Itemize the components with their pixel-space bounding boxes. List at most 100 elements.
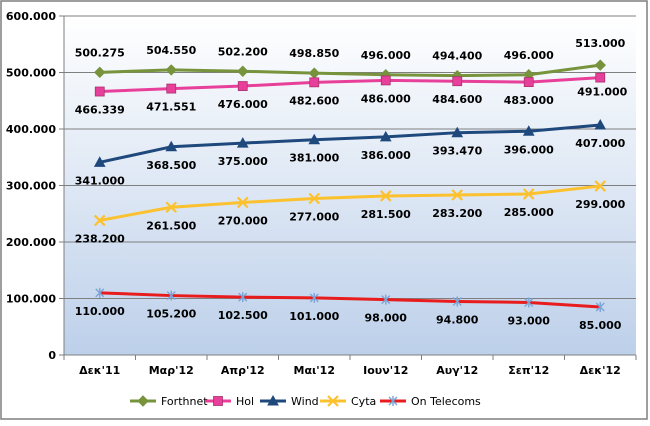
data-label: 299.000 bbox=[575, 198, 625, 211]
data-point bbox=[379, 130, 392, 142]
data-label: 491.000 bbox=[577, 86, 627, 99]
data-labels: 500.275 504.550 502.200 498.850 496.000 494.4… bbox=[75, 37, 628, 332]
data-point bbox=[309, 292, 319, 303]
data-label: 261.500 bbox=[146, 219, 196, 232]
data-point bbox=[595, 301, 605, 312]
data-label: 502.200 bbox=[218, 45, 268, 58]
x-tick-label: Ιουν'12 bbox=[363, 364, 408, 377]
legend-label: Wind bbox=[291, 395, 319, 408]
data-point bbox=[165, 64, 177, 76]
data-point bbox=[381, 294, 391, 305]
data-label: 496.000 bbox=[361, 49, 411, 62]
y-tick-label: 400.000 bbox=[6, 123, 56, 136]
series-line bbox=[99, 123, 601, 164]
data-point bbox=[95, 287, 105, 298]
data-label: 500.275 bbox=[75, 46, 125, 59]
data-label: 476.000 bbox=[218, 98, 268, 111]
data-label: 101.000 bbox=[289, 310, 339, 323]
data-label: 105.200 bbox=[146, 308, 196, 321]
data-point bbox=[379, 190, 392, 202]
data-point bbox=[452, 76, 463, 87]
series bbox=[93, 59, 607, 312]
legend-item: Forthnet bbox=[130, 395, 208, 408]
series-hol bbox=[94, 72, 606, 97]
data-label: 381.000 bbox=[289, 152, 339, 165]
data-label: 270.000 bbox=[218, 214, 268, 227]
data-label: 498.850 bbox=[289, 47, 339, 60]
data-label: 85.000 bbox=[579, 319, 622, 332]
legend-item: Wind bbox=[260, 394, 319, 408]
data-point bbox=[451, 126, 464, 138]
legend-label: Cyta bbox=[351, 395, 376, 408]
legend-item: On Telecoms bbox=[380, 395, 481, 408]
data-point bbox=[236, 137, 249, 148]
data-label: 513.000 bbox=[575, 37, 625, 50]
data-label: 393.470 bbox=[432, 145, 482, 158]
data-point bbox=[93, 214, 106, 227]
data-point bbox=[451, 189, 464, 201]
data-label: 494.400 bbox=[432, 50, 482, 63]
series-line bbox=[99, 63, 601, 78]
data-label: 407.000 bbox=[575, 137, 625, 150]
data-point bbox=[238, 292, 248, 303]
y-tick-label: 100.000 bbox=[6, 293, 56, 306]
legend-label: On Telecoms bbox=[411, 395, 481, 408]
data-point bbox=[93, 156, 106, 167]
data-label: 93.000 bbox=[508, 314, 551, 327]
data-point bbox=[522, 188, 535, 200]
series-cyta bbox=[93, 180, 607, 227]
data-point bbox=[594, 119, 607, 130]
series-on-telecoms bbox=[95, 287, 605, 312]
data-point bbox=[523, 77, 534, 88]
data-point bbox=[308, 192, 321, 205]
y-tick-label: 600.000 bbox=[6, 10, 56, 23]
data-point bbox=[165, 140, 178, 152]
data-label: 285.000 bbox=[504, 206, 554, 219]
data-point bbox=[452, 296, 462, 307]
data-point bbox=[166, 290, 176, 301]
x-axis-ticks: Δεκ'11 Μαρ'12 Απρ'12 Μαι'12 Ιουν'12 Αυγ'12 Σεπ… bbox=[79, 364, 621, 377]
x-tick-label: Δεκ'11 bbox=[79, 364, 120, 377]
y-axis-ticks: 0 100.000 200.000 300.000 400.000 500.000 600.… bbox=[6, 10, 56, 362]
data-point bbox=[237, 81, 248, 91]
y-tick-label: 0 bbox=[48, 349, 56, 362]
data-point bbox=[594, 180, 607, 192]
data-label: 281.500 bbox=[361, 208, 411, 221]
series-line bbox=[99, 184, 601, 222]
data-label: 277.000 bbox=[289, 210, 339, 223]
data-point bbox=[94, 86, 105, 97]
data-label: 496.000 bbox=[504, 49, 554, 62]
data-point bbox=[236, 196, 249, 209]
legend-marker bbox=[137, 395, 149, 407]
series-line bbox=[99, 291, 601, 309]
series-wind bbox=[93, 119, 607, 167]
data-label: 486.000 bbox=[361, 92, 411, 105]
legend-marker bbox=[267, 394, 279, 406]
data-label: 484.600 bbox=[432, 93, 482, 106]
y-tick-label: 500.000 bbox=[6, 67, 56, 80]
data-point bbox=[380, 75, 391, 86]
data-label: 368.500 bbox=[146, 159, 196, 172]
y-tick-label: 200.000 bbox=[6, 236, 56, 249]
x-tick-label: Απρ'12 bbox=[221, 364, 265, 377]
data-label: 471.551 bbox=[146, 101, 196, 114]
data-label: 98.000 bbox=[365, 312, 408, 325]
data-point bbox=[308, 133, 321, 145]
legend-marker bbox=[213, 396, 223, 406]
data-label: 283.200 bbox=[432, 207, 482, 220]
data-label: 504.550 bbox=[146, 44, 196, 57]
y-tick-label: 300.000 bbox=[6, 180, 56, 193]
legend-item: Cyta bbox=[320, 395, 376, 408]
data-point bbox=[522, 125, 535, 136]
legend-label: Hol bbox=[236, 395, 254, 408]
data-label: 386.000 bbox=[361, 149, 411, 162]
data-label: 466.339 bbox=[75, 104, 125, 117]
data-point bbox=[94, 66, 106, 79]
legend-label: Forthnet bbox=[161, 395, 208, 408]
data-label: 110.000 bbox=[75, 305, 125, 318]
data-label: 102.500 bbox=[218, 309, 268, 322]
data-label: 483.000 bbox=[504, 94, 554, 107]
legend-marker bbox=[327, 395, 339, 407]
